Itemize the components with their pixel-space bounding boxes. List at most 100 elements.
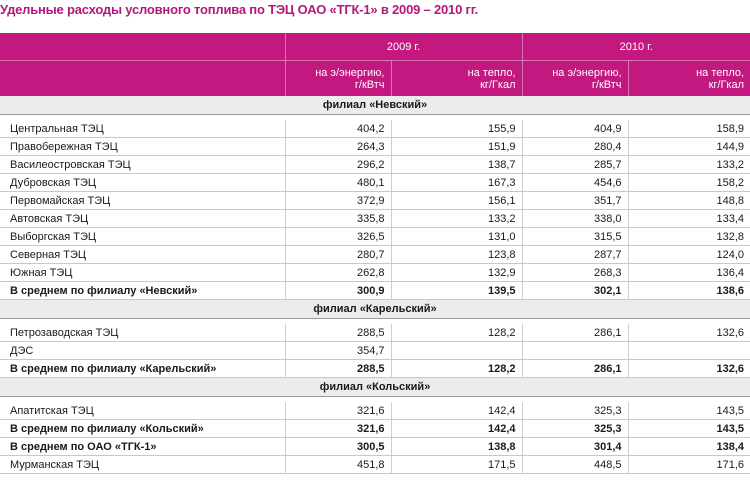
electricity-2010-cell: 302,1 xyxy=(521,281,629,300)
heat-2010-cell: 171,6 xyxy=(627,455,750,474)
electricity-2009-cell: 335,8 xyxy=(284,209,391,228)
heat-2010-cell: 136,4 xyxy=(627,263,750,282)
header-year-2010: 2010 г. xyxy=(521,33,750,61)
heat-2009-cell: 151,9 xyxy=(390,137,523,156)
plant-name-cell: Правобережная ТЭЦ xyxy=(0,137,285,156)
section-label: филиал «Карельский» xyxy=(0,299,750,319)
heat-2009-cell: 132,9 xyxy=(390,263,523,282)
plant-name-cell: Центральная ТЭЦ xyxy=(0,120,285,138)
electricity-2010-cell: 448,5 xyxy=(521,455,629,474)
heat-2009-cell: 123,8 xyxy=(390,245,523,264)
electricity-2009-cell: 296,2 xyxy=(284,155,391,174)
header-unit-electricity-2010: на э/энергию, г/кВтч xyxy=(521,60,629,96)
electricity-2009-cell: 264,3 xyxy=(284,137,391,156)
plant-name-cell: В среднем по филиалу «Карельский» xyxy=(0,359,285,378)
table-row: Выборгская ТЭЦ 326,5 131,0 315,5 132,8 xyxy=(0,227,750,246)
electricity-2010-cell: 325,3 xyxy=(521,402,629,420)
heat-2009-cell: 138,8 xyxy=(390,437,523,456)
summary-row: В среднем по филиалу «Кольский» 321,6 142,… xyxy=(0,419,750,438)
plant-name-cell: Южная ТЭЦ xyxy=(0,263,285,282)
header-year-2009: 2009 г. xyxy=(284,33,523,61)
section-label: филиал «Невский» xyxy=(0,96,750,115)
table-row: Южная ТЭЦ 262,8 132,9 268,3 136,4 xyxy=(0,263,750,282)
heat-2009-cell: 156,1 xyxy=(390,191,523,210)
electricity-2010-cell: 338,0 xyxy=(521,209,629,228)
table-row: Апатитская ТЭЦ 321,6 142,4 325,3 143,5 xyxy=(0,402,750,420)
heat-2010-cell: 144,9 xyxy=(627,137,750,156)
electricity-2010-cell: 287,7 xyxy=(521,245,629,264)
heat-2010-cell: 148,8 xyxy=(627,191,750,210)
summary-row: В среднем по филиалу «Карельский» 288,5 12… xyxy=(0,359,750,378)
heat-2010-cell: 143,5 xyxy=(627,419,750,438)
table-title: Удельные расходы условного топлива по ТЭ… xyxy=(0,2,479,17)
electricity-2009-cell: 321,6 xyxy=(284,402,391,420)
section-label: филиал «Кольский» xyxy=(0,377,750,397)
header-blank xyxy=(0,60,285,96)
section-row: филиал «Карельский» xyxy=(0,299,750,319)
table-body: филиал «Невский» Центральная ТЭЦ 404,2 155,… xyxy=(0,96,750,474)
header-blank xyxy=(0,33,285,61)
electricity-2010-cell: 286,1 xyxy=(521,324,629,342)
heat-2009-cell: 133,2 xyxy=(390,209,523,228)
table-header: 2009 г. 2010 г. на э/энергию, г/кВтч на … xyxy=(0,33,750,96)
electricity-2010-cell: 315,5 xyxy=(521,227,629,246)
electricity-2009-cell: 480,1 xyxy=(284,173,391,192)
summary-row: В среднем по ОАО «ТГК-1» 300,5 138,8 301,4 1… xyxy=(0,437,750,456)
electricity-2010-cell: 268,3 xyxy=(521,263,629,282)
heat-2009-cell: 139,5 xyxy=(390,281,523,300)
heat-2010-cell xyxy=(627,341,750,360)
table-row: Петрозаводская ТЭЦ 288,5 128,2 286,1 132,6 xyxy=(0,324,750,342)
heat-2010-cell: 158,9 xyxy=(627,120,750,138)
plant-name-cell: Мурманская ТЭЦ xyxy=(0,455,285,474)
header-years-row: 2009 г. 2010 г. xyxy=(0,33,750,61)
heat-2009-cell: 128,2 xyxy=(390,324,523,342)
electricity-2009-cell: 280,7 xyxy=(284,245,391,264)
header-unit-heat-2010: на тепло, кг/Гкал xyxy=(627,60,750,96)
heat-2009-cell: 142,4 xyxy=(390,419,523,438)
table-row: ДЭС 354,7 xyxy=(0,341,750,360)
electricity-2009-cell: 451,8 xyxy=(284,455,391,474)
table-row: Автовская ТЭЦ 335,8 133,2 338,0 133,4 xyxy=(0,209,750,228)
electricity-2009-cell: 300,5 xyxy=(284,437,391,456)
heat-2010-cell: 132,8 xyxy=(627,227,750,246)
plant-name-cell: Первомайская ТЭЦ xyxy=(0,191,285,210)
electricity-2010-cell: 351,7 xyxy=(521,191,629,210)
section-row: филиал «Кольский» xyxy=(0,377,750,397)
heat-2010-cell: 158,2 xyxy=(627,173,750,192)
electricity-2010-cell: 404,9 xyxy=(521,120,629,138)
plant-name-cell: Дубровская ТЭЦ xyxy=(0,173,285,192)
electricity-2009-cell: 300,9 xyxy=(284,281,391,300)
heat-2009-cell: 138,7 xyxy=(390,155,523,174)
header-unit-heat-2009: на тепло, кг/Гкал xyxy=(390,60,523,96)
electricity-2009-cell: 372,9 xyxy=(284,191,391,210)
heat-2009-cell xyxy=(390,341,523,360)
table-row: Северная ТЭЦ 280,7 123,8 287,7 124,0 xyxy=(0,245,750,264)
plant-name-cell: В среднем по ОАО «ТГК-1» xyxy=(0,437,285,456)
electricity-2010-cell: 325,3 xyxy=(521,419,629,438)
section-row: филиал «Невский» xyxy=(0,96,750,115)
heat-2010-cell: 138,6 xyxy=(627,281,750,300)
table-row: Василеостровская ТЭЦ 296,2 138,7 285,7 133,2 xyxy=(0,155,750,174)
heat-2009-cell: 128,2 xyxy=(390,359,523,378)
table-row: Правобережная ТЭЦ 264,3 151,9 280,4 144,9 xyxy=(0,137,750,156)
heat-2009-cell: 131,0 xyxy=(390,227,523,246)
plant-name-cell: Автовская ТЭЦ xyxy=(0,209,285,228)
plant-name-cell: ДЭС xyxy=(0,341,285,360)
heat-2010-cell: 138,4 xyxy=(627,437,750,456)
heat-2010-cell: 143,5 xyxy=(627,402,750,420)
table-row: Дубровская ТЭЦ 480,1 167,3 454,6 158,2 xyxy=(0,173,750,192)
electricity-2010-cell xyxy=(521,341,629,360)
electricity-2009-cell: 262,8 xyxy=(284,263,391,282)
plant-name-cell: Петрозаводская ТЭЦ xyxy=(0,324,285,342)
table-row: Первомайская ТЭЦ 372,9 156,1 351,7 148,8 xyxy=(0,191,750,210)
table-row: Мурманская ТЭЦ 451,8 171,5 448,5 171,6 xyxy=(0,455,750,474)
electricity-2010-cell: 280,4 xyxy=(521,137,629,156)
heat-2010-cell: 133,2 xyxy=(627,155,750,174)
table-row: Центральная ТЭЦ 404,2 155,9 404,9 158,9 xyxy=(0,120,750,138)
heat-2009-cell: 142,4 xyxy=(390,402,523,420)
electricity-2009-cell: 288,5 xyxy=(284,359,391,378)
plant-name-cell: Выборгская ТЭЦ xyxy=(0,227,285,246)
plant-name-cell: Василеостровская ТЭЦ xyxy=(0,155,285,174)
heat-2010-cell: 133,4 xyxy=(627,209,750,228)
heat-2010-cell: 124,0 xyxy=(627,245,750,264)
